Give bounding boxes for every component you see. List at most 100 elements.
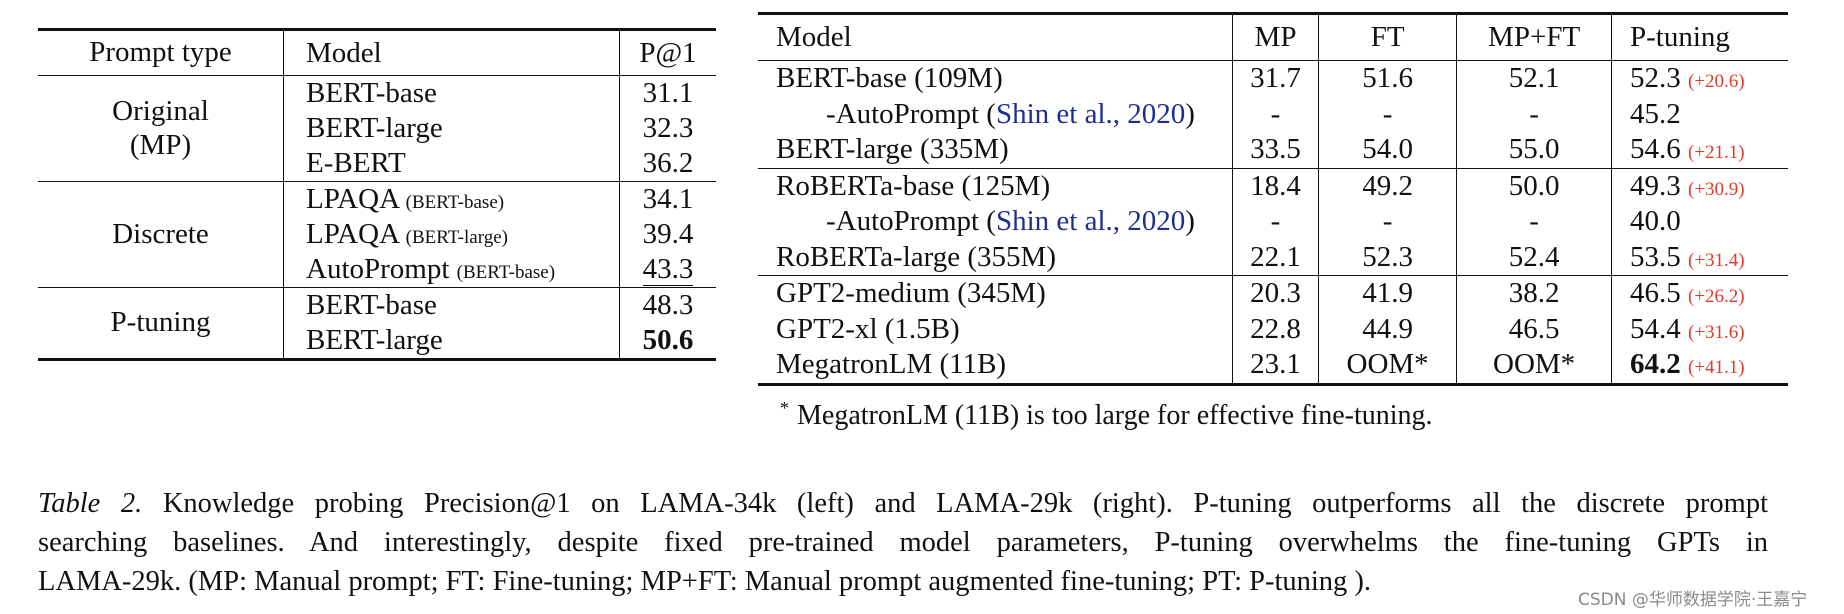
- ft-cell: 52.3: [1317, 239, 1457, 276]
- prompt-type-label: Discrete: [112, 217, 209, 250]
- prompt-type-label: Original: [112, 95, 209, 128]
- gain-value: (+26.2): [1688, 286, 1745, 308]
- p-at-1-value: 50.6: [642, 324, 694, 356]
- table-row: RoBERTa-large (355M) 22.1 52.3 52.4 53.5 (+3…: [758, 239, 1788, 276]
- model-cell: LPAQA (BERT-large): [283, 217, 620, 252]
- right-table-header-row: Model MP FT MP+FT P-tuning: [758, 13, 1788, 61]
- mp-ft-cell: -: [1456, 96, 1612, 132]
- mp-cell: -: [1232, 96, 1319, 132]
- model-name: LPAQA: [306, 183, 399, 215]
- model-name: E-BERT: [306, 147, 406, 179]
- mp-cell: 22.8: [1232, 311, 1319, 347]
- left-table-header-row: Prompt type Model P@1: [38, 29, 716, 76]
- prompt-type-cell: Original (MP): [38, 75, 284, 182]
- table-row: P-tuning BERT-base 48.3: [38, 287, 716, 360]
- model-cell: BERT-base (109M): [758, 61, 1233, 97]
- footnote: * MegatronLM (11B) is too large for effec…: [780, 398, 1433, 432]
- mp-ft-cell: 50.0: [1456, 167, 1612, 204]
- right-table-body: BERT-base (109M) 31.7 51.6 52.1 52.3 (+20.6)…: [758, 60, 1788, 384]
- p-tuning-value: 54.4: [1630, 312, 1681, 345]
- model-name: GPT2-medium (345M): [776, 277, 1046, 310]
- table-row: BERT-large 32.3: [38, 111, 716, 146]
- table-caption: Table 2. Knowledge probing Precision@1 o…: [38, 484, 1768, 601]
- p-at-1-cell: 32.3: [620, 111, 717, 146]
- header-model: Model: [283, 29, 620, 76]
- header-p-at-1: P@1: [619, 29, 716, 76]
- p-tuning-cell: 49.3 (+30.9): [1611, 167, 1788, 204]
- model-cell: GPT2-xl (1.5B): [758, 312, 1233, 348]
- ft-cell: 44.9: [1317, 311, 1457, 347]
- header-prompt-type: Prompt type: [38, 29, 284, 76]
- p-at-1-cell: 43.3: [620, 252, 717, 288]
- p-tuning-value: 49.3: [1630, 169, 1681, 202]
- p-tuning-cell: 46.5 (+26.2): [1611, 275, 1788, 312]
- footnote-text: MegatronLM (11B) is too large for effect…: [797, 400, 1433, 431]
- model-cell: E-BERT: [283, 146, 620, 182]
- ft-cell: 51.6: [1317, 60, 1457, 97]
- table-row: -AutoPrompt (Shin et al., 2020) - - -40.0: [758, 204, 1788, 240]
- caption-line-2: searching baselines. And interestingly, …: [38, 527, 1768, 558]
- mp-cell: 33.5: [1232, 132, 1319, 168]
- header-model: Model: [758, 13, 1233, 61]
- p-at-1-value: 31.1: [642, 77, 694, 109]
- left-table: Prompt type Model P@1 Original (MP) BERT-b…: [38, 28, 716, 361]
- p-tuning-cell: 54.6 (+21.1): [1611, 132, 1788, 168]
- header-mp-ft: MP+FT: [1456, 13, 1612, 61]
- table-row: GPT2-medium (345M) 20.3 41.9 38.2 46.5 (+26.…: [758, 275, 1788, 312]
- model-name: BERT-large: [306, 112, 443, 144]
- p-tuning-value: 52.3: [1630, 62, 1681, 95]
- p-at-1-cell: 34.1: [619, 181, 716, 217]
- gain-value: (+31.6): [1688, 321, 1745, 343]
- model-name: MegatronLM (11B): [776, 348, 1007, 381]
- citation-link[interactable]: Shin et al., 2020: [995, 97, 1186, 130]
- prompt-type-label: (MP): [129, 128, 192, 161]
- p-tuning-cell: 64.2 (+41.1): [1611, 347, 1788, 384]
- prompt-type-cell: P-tuning: [38, 287, 284, 360]
- mp-cell: 23.1: [1232, 347, 1319, 384]
- model-name: -AutoPrompt (Shin et al., 2020): [826, 97, 1195, 130]
- mp-cell: 22.1: [1232, 239, 1319, 276]
- mp-ft-cell: 52.1: [1456, 60, 1612, 97]
- p-at-1-value: 34.1: [642, 183, 694, 215]
- gain-value: (+31.4): [1688, 249, 1745, 271]
- caption-line-3: LAMA-29k. (MP: Manual prompt; FT: Fine-t…: [38, 566, 1372, 597]
- table-row: Discrete LPAQA (BERT-base) 34.1: [38, 181, 716, 288]
- model-cell: AutoPrompt (BERT-base): [283, 252, 620, 288]
- p-tuning-value: 45.2: [1630, 97, 1681, 130]
- table-row: BERT-large 50.6: [38, 323, 716, 360]
- p-tuning-cell: 52.3 (+20.6): [1611, 60, 1788, 97]
- model-name: -AutoPrompt (Shin et al., 2020): [826, 205, 1195, 238]
- model-name: AutoPrompt: [306, 253, 450, 285]
- table-row: LPAQA (BERT-large) 39.4: [38, 217, 716, 252]
- header-p-tuning: P-tuning: [1611, 13, 1788, 61]
- prompt-type-label: P-tuning: [110, 306, 211, 339]
- model-name: BERT-base: [306, 77, 437, 109]
- mp-cell: 31.7: [1232, 60, 1319, 97]
- mp-ft-cell: 55.0: [1456, 132, 1612, 168]
- p-at-1-value: 39.4: [642, 218, 694, 250]
- table-row: BERT-base (109M) 31.7 51.6 52.1 52.3 (+20.6): [758, 60, 1788, 97]
- caption-line-1-text: Knowledge probing Precision@1 on LAMA-34…: [142, 488, 1768, 519]
- p-tuning-cell: 40.0: [1611, 204, 1788, 240]
- left-table-body: Original (MP) BERT-base 31.1 BERT-large 32.3 E…: [38, 75, 717, 360]
- ft-cell: OOM*: [1317, 347, 1457, 384]
- p-at-1-cell: 48.3: [619, 287, 716, 323]
- table-row: E-BERT 36.2: [38, 146, 716, 182]
- p-at-1-value: 48.3: [642, 289, 694, 321]
- p-tuning-value: 64.2: [1630, 348, 1681, 381]
- model-base-note: (BERT-base): [456, 262, 556, 283]
- mp-ft-cell: -: [1456, 204, 1612, 240]
- header-mp: MP: [1232, 13, 1319, 61]
- p-tuning-value: 54.6: [1630, 133, 1681, 166]
- model-name: BERT-large: [306, 324, 443, 356]
- model-cell: -AutoPrompt (Shin et al., 2020): [758, 204, 1233, 240]
- table-row: BERT-large (335M) 33.5 54.0 55.0 54.6 (+21.1…: [758, 132, 1788, 168]
- p-tuning-value: 40.0: [1630, 205, 1681, 238]
- p-at-1-value: 36.2: [642, 147, 694, 179]
- gain-value: (+41.1): [1688, 357, 1745, 379]
- model-cell: BERT-base: [283, 75, 620, 111]
- gain-value: (+20.6): [1688, 71, 1745, 93]
- model-cell: BERT-large: [283, 111, 620, 146]
- citation-link[interactable]: Shin et al., 2020: [995, 205, 1186, 238]
- table-row: MegatronLM (11B) 23.1 OOM* OOM* 64.2 (+41.1): [758, 347, 1788, 384]
